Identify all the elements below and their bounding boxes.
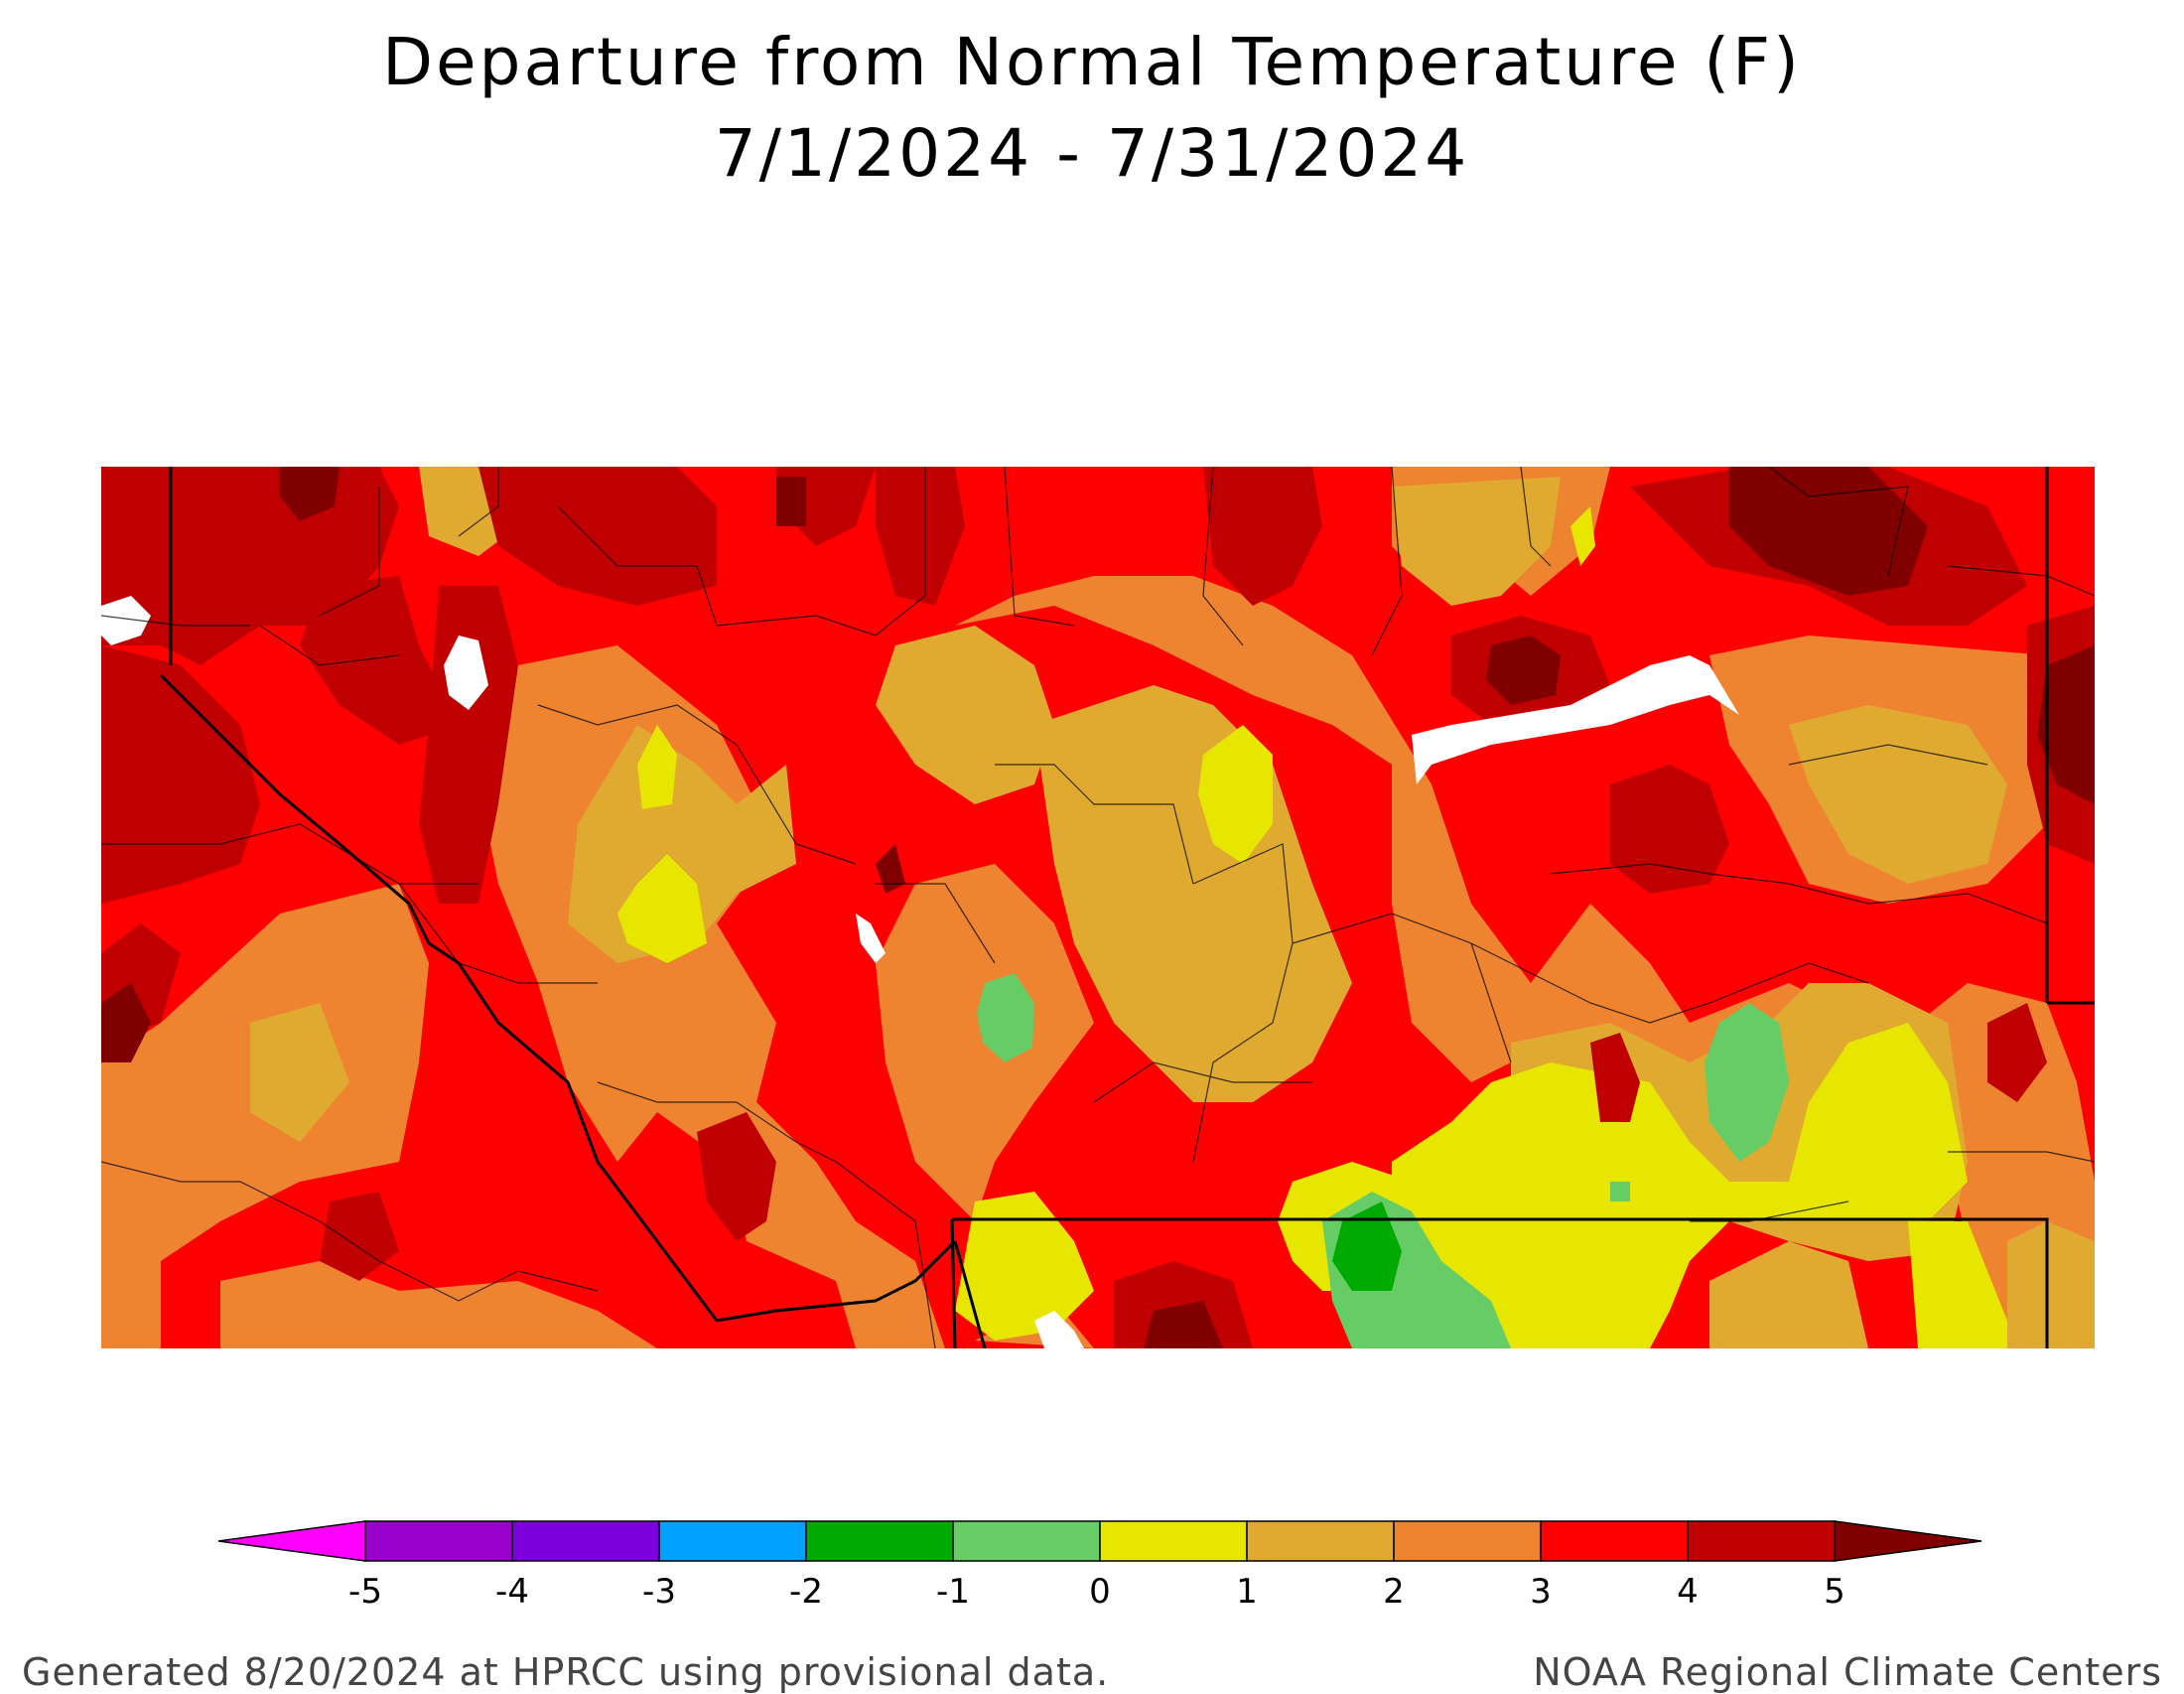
- legend-swatch: [1246, 1520, 1395, 1562]
- legend-tick-label: -1: [936, 1572, 970, 1612]
- departure-neg2-neg1-regions: [1332, 1201, 1402, 1291]
- legend-swatch: [1834, 1520, 1982, 1562]
- temperature-departure-map: [101, 467, 2095, 1348]
- legend-swatch: [1099, 1520, 1248, 1562]
- generated-note: Generated 8/20/2024 at HPRCC using provi…: [22, 1650, 1110, 1694]
- legend-tick-label: 3: [1530, 1572, 1552, 1612]
- legend-tick-label: 1: [1236, 1572, 1258, 1612]
- legend-tick-label: 0: [1089, 1572, 1111, 1612]
- legend-swatch: [952, 1520, 1101, 1562]
- legend-tick-label: 2: [1383, 1572, 1405, 1612]
- legend-swatch: [364, 1520, 513, 1562]
- boundaries: [101, 467, 2095, 1348]
- legend-swatch: [217, 1520, 366, 1562]
- departure-0-1-regions: [617, 506, 2007, 1348]
- departure-above-5-regions: [101, 467, 2095, 1348]
- state-border-east: [2045, 467, 2095, 1005]
- legend-swatch: [1393, 1520, 1542, 1562]
- legend-tick-label: -4: [495, 1572, 529, 1612]
- legend-swatch: [511, 1520, 660, 1562]
- color-legend: -5 -4 -3 -2 -1 0 1 2 3 4 5: [199, 1509, 2005, 1619]
- legend-swatch: [805, 1520, 954, 1562]
- map-date-range: 7/1/2024 - 7/31/2024: [714, 115, 1470, 192]
- legend-swatch: [658, 1520, 807, 1562]
- map-title: Departure from Normal Temperature (F): [382, 24, 1802, 100]
- legend-tick-label: -2: [789, 1572, 823, 1612]
- credit-text: NOAA Regional Climate Centers: [1533, 1650, 2162, 1694]
- state-border-south: [950, 1217, 2049, 1348]
- lakes: [101, 596, 1739, 1348]
- state-border-west: [159, 467, 987, 1348]
- legend-swatch: [1687, 1520, 1836, 1562]
- legend-tick-label: 5: [1824, 1572, 1845, 1612]
- legend-tick-label: -5: [348, 1572, 382, 1612]
- legend-tick-label: 4: [1677, 1572, 1699, 1612]
- legend-swatch: [1540, 1520, 1689, 1562]
- legend-tick-label: -3: [642, 1572, 676, 1612]
